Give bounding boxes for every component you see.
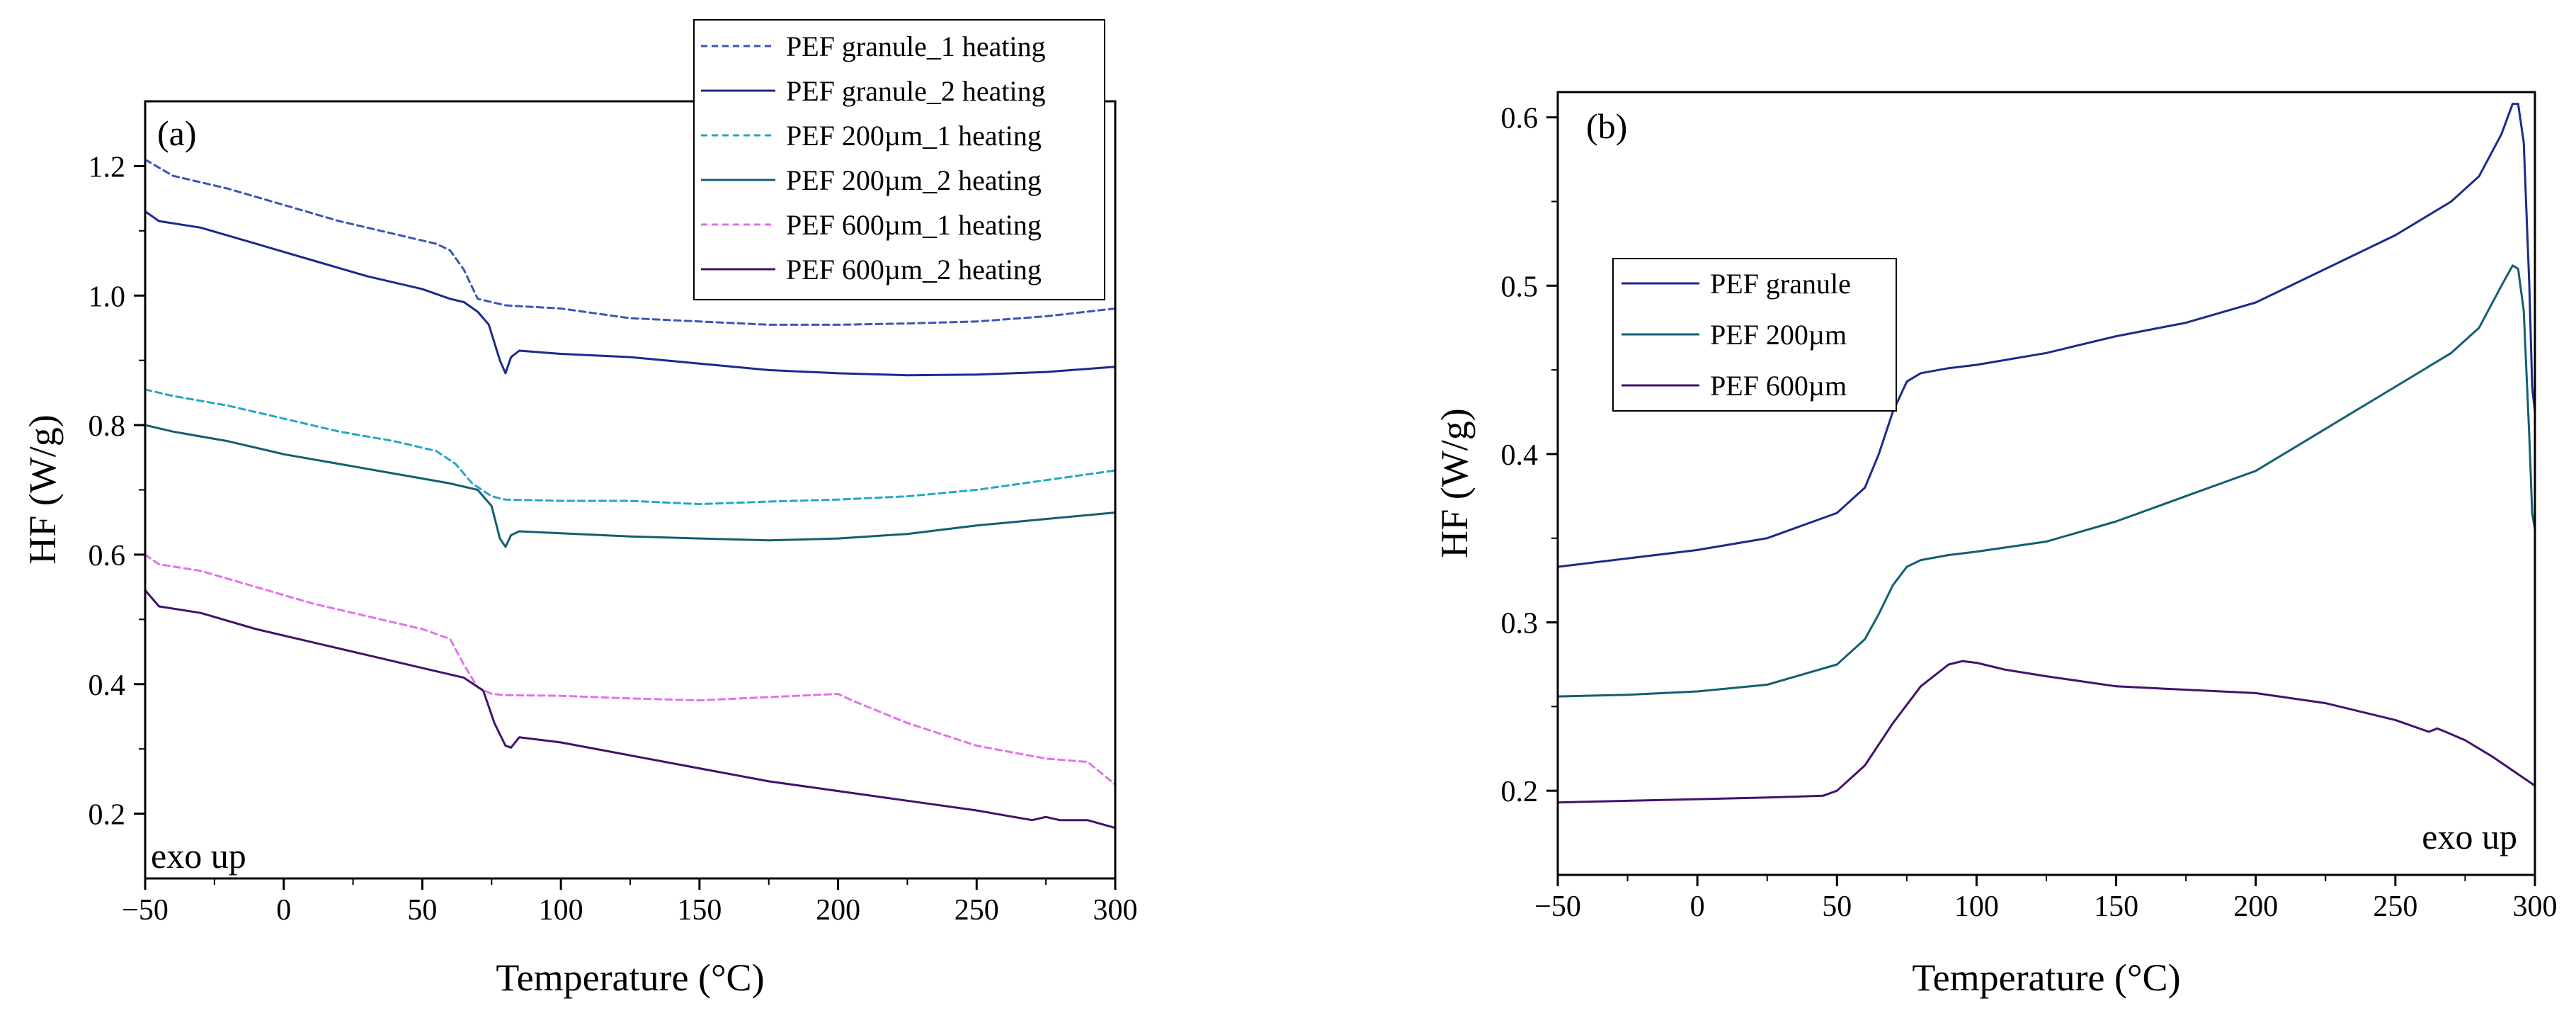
- legend-label-600um: PEF 600µm: [1710, 370, 1847, 402]
- legend-entry: PEF granule: [1622, 268, 1851, 300]
- series-line-a-1: [144, 158, 1117, 326]
- chart-panel-a: −50 0 50 100 150 200 250 3000.20.40.60.81.01.2 …: [21, 19, 1138, 999]
- y-axis-label-b: HF (W/g): [1433, 408, 1476, 558]
- y-tick-label-b: 0.2: [1501, 776, 1539, 808]
- x-tick-label-a: 250: [954, 894, 999, 927]
- legend-label-600um-1: PEF 600µm_1 heating: [786, 209, 1042, 241]
- y-tick-label-a: 0.6: [89, 540, 126, 572]
- x-tick-label-b: 100: [1954, 890, 1999, 923]
- exo-up-annotation-a: exo up: [151, 836, 246, 876]
- legend-entry: PEF 200µm_1 heating: [701, 120, 1042, 152]
- x-tick-label-a: 50: [407, 894, 437, 927]
- x-tick-label-b: 200: [2233, 890, 2278, 923]
- ticks-layer-a: −50 0 50 100 150 200 250 300 0.2 0.4 0.6 0.8 1.0 1.2: [89, 151, 1138, 927]
- x-tick-label-b: 50: [1822, 890, 1852, 923]
- series-layer-b: [1556, 103, 2536, 804]
- legend-entry: PEF 200µm: [1622, 319, 1847, 351]
- legend-label-200um: PEF 200µm: [1710, 319, 1847, 351]
- legend-entry: PEF granule_2 heating: [701, 75, 1046, 107]
- y-tick-label-b: 0.4: [1501, 439, 1539, 472]
- x-tick-label-a: 200: [816, 894, 860, 927]
- y-tick-label-b: 0.5: [1501, 271, 1539, 303]
- x-tick-label-a: 150: [677, 894, 722, 927]
- legend-entry: PEF 600µm_2 heating: [701, 254, 1042, 285]
- legend-entry: PEF 600µm: [1622, 370, 1847, 402]
- y-tick-label-a: 0.2: [89, 799, 126, 832]
- plot-frame-b: [1556, 91, 2536, 876]
- legend-label-200um-1: PEF 200µm_1 heating: [786, 120, 1042, 152]
- series-line-b-1: [1556, 103, 2536, 568]
- legend-label-granule: PEF granule: [1710, 268, 1851, 300]
- x-tick-label-b: −50: [1534, 890, 1581, 923]
- y-tick-label-a: 1.0: [89, 281, 126, 313]
- legend-entry: PEF 600µm_1 heating: [701, 209, 1042, 241]
- legend-label-granule-2: PEF granule_2 heating: [786, 75, 1046, 107]
- x-tick-label-a: 0: [276, 894, 291, 927]
- x-axis-label-b: Temperature (°C): [1912, 956, 2180, 999]
- legend-label-granule-1: PEF granule_1 heating: [786, 30, 1046, 62]
- exo-up-annotation-b: exo up: [2422, 817, 2517, 856]
- y-axis-label-a: HF (W/g): [21, 414, 64, 564]
- x-axis-label-a: Temperature (°C): [496, 956, 764, 999]
- y-tick-label-b: 0.3: [1501, 608, 1539, 640]
- x-tick-label-a: −50: [122, 894, 169, 927]
- series-layer-a: [144, 158, 1117, 830]
- chart-panel-b: −50 0 50 100 150 200 250 300 0.2 0.3 0.4 0.5 0.6 (b)…: [1433, 91, 2558, 999]
- series-line-a-5: [144, 553, 1117, 786]
- legend-box-a: [693, 19, 1105, 300]
- series-line-a-4: [144, 424, 1117, 548]
- y-tick-label-b: 0.6: [1501, 103, 1539, 135]
- y-tick-label-a: 0.8: [89, 410, 126, 443]
- x-tick-label-b: 0: [1690, 890, 1705, 923]
- legend-label-200um-2: PEF 200µm_2 heating: [786, 164, 1042, 196]
- series-line-b-2: [1556, 264, 2536, 698]
- legend-entry: PEF 200µm_2 heating: [701, 164, 1042, 196]
- x-tick-label-a: 100: [539, 894, 583, 927]
- x-tick-label-b: 150: [2094, 890, 2138, 923]
- legend-a: PEF granule_1 heating PEF granule_2 heat…: [693, 19, 1105, 300]
- legend-entry: PEF granule_1 heating: [701, 30, 1046, 62]
- x-tick-label-b: 250: [2373, 890, 2417, 923]
- ticks-layer-b: −50 0 50 100 150 200 250 300 0.2 0.3 0.4 0.5 0.6: [1501, 103, 2558, 923]
- y-tick-label-a: 0.4: [89, 669, 126, 702]
- series-line-a-2: [144, 210, 1117, 377]
- legend-b: PEF granule PEF 200µm PEF 600µm: [1612, 258, 1897, 412]
- panel-tag-b: (b): [1586, 106, 1627, 146]
- series-line-a-3: [144, 388, 1117, 506]
- x-tick-label-b: 300: [2513, 890, 2558, 923]
- y-tick-label-a: 1.2: [89, 151, 126, 183]
- panel-tag-a: (a): [157, 113, 197, 153]
- series-line-a-6: [144, 589, 1117, 830]
- x-tick-label-a: 300: [1093, 894, 1138, 927]
- series-line-b-3: [1556, 660, 2536, 804]
- legend-label-600um-2: PEF 600µm_2 heating: [786, 254, 1042, 285]
